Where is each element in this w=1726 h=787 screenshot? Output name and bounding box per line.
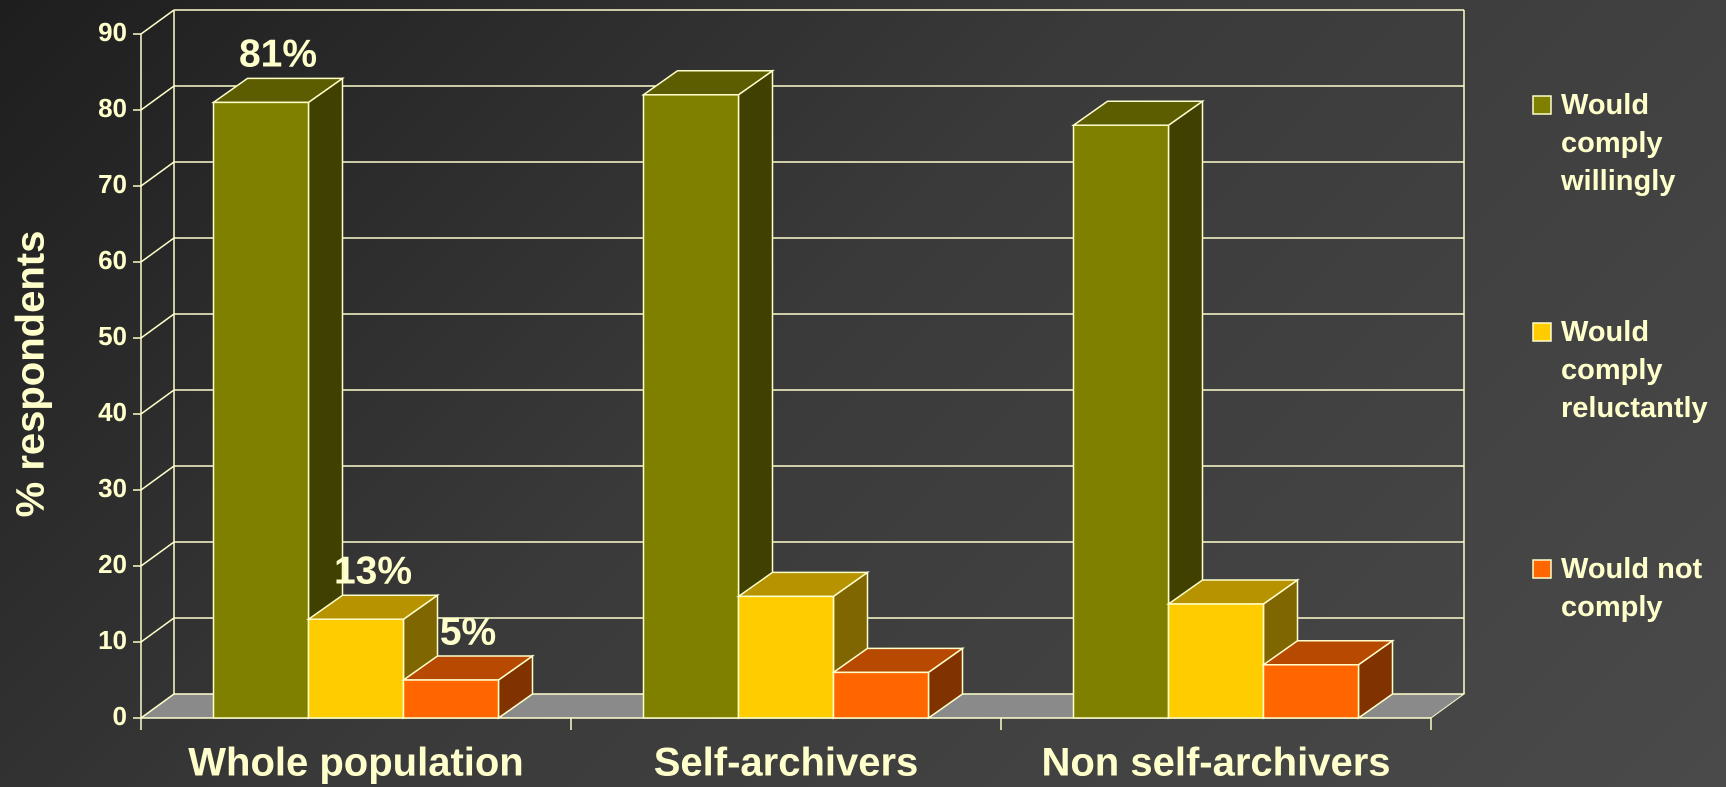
- legend-entry: Would comply willingly: [1561, 89, 1676, 197]
- value-label: 81%: [239, 33, 317, 76]
- bar: [212, 101, 310, 719]
- bar: [1262, 664, 1360, 719]
- legend-swatch: [1532, 322, 1552, 342]
- legend-label: Would comply reluctantly: [1561, 316, 1708, 424]
- legend-swatch: [1532, 559, 1552, 579]
- grid-line: [140, 313, 175, 339]
- grid-line: [140, 465, 175, 491]
- y-tick-label: 20: [98, 549, 127, 579]
- legend-swatch: [1532, 95, 1552, 115]
- legend-entry: Would not comply: [1561, 553, 1703, 623]
- x-tick-label: Self-archivers: [654, 741, 919, 785]
- y-tick-label: 30: [98, 473, 127, 503]
- bar: [402, 679, 500, 719]
- grid-line: [140, 541, 175, 567]
- bar: [307, 618, 405, 719]
- bar: [832, 671, 930, 719]
- x-tick-label: Whole population: [188, 741, 524, 785]
- y-tick-label: 70: [98, 169, 127, 199]
- y-tick-label: 40: [98, 397, 127, 427]
- bar: [1072, 124, 1170, 719]
- bar: [642, 94, 740, 719]
- grid-line: [140, 237, 175, 263]
- value-label: 13%: [334, 549, 412, 592]
- grid-line: [140, 693, 175, 719]
- y-tick-label: 50: [98, 321, 127, 351]
- grid-line: [140, 617, 175, 643]
- value-label: 5%: [440, 610, 496, 653]
- bar: [737, 595, 835, 719]
- grid-line: [140, 9, 175, 35]
- y-tick-label: 90: [98, 17, 127, 47]
- bar: [1167, 603, 1265, 719]
- legend-label: Would comply willingly: [1561, 89, 1676, 197]
- y-tick-label: 0: [113, 701, 127, 731]
- y-tick-label: 80: [98, 93, 127, 123]
- grid-line: [140, 85, 175, 111]
- x-tick-label: Non self-archivers: [1041, 741, 1390, 785]
- legend-label: Would not comply: [1561, 553, 1703, 623]
- y-axis-title: % respondents: [9, 231, 53, 518]
- grid-line: [140, 389, 175, 415]
- legend-entry: Would comply reluctantly: [1561, 316, 1708, 424]
- y-tick-label: 60: [98, 245, 127, 275]
- grid-line: [140, 161, 175, 187]
- y-tick-label: 10: [98, 625, 127, 655]
